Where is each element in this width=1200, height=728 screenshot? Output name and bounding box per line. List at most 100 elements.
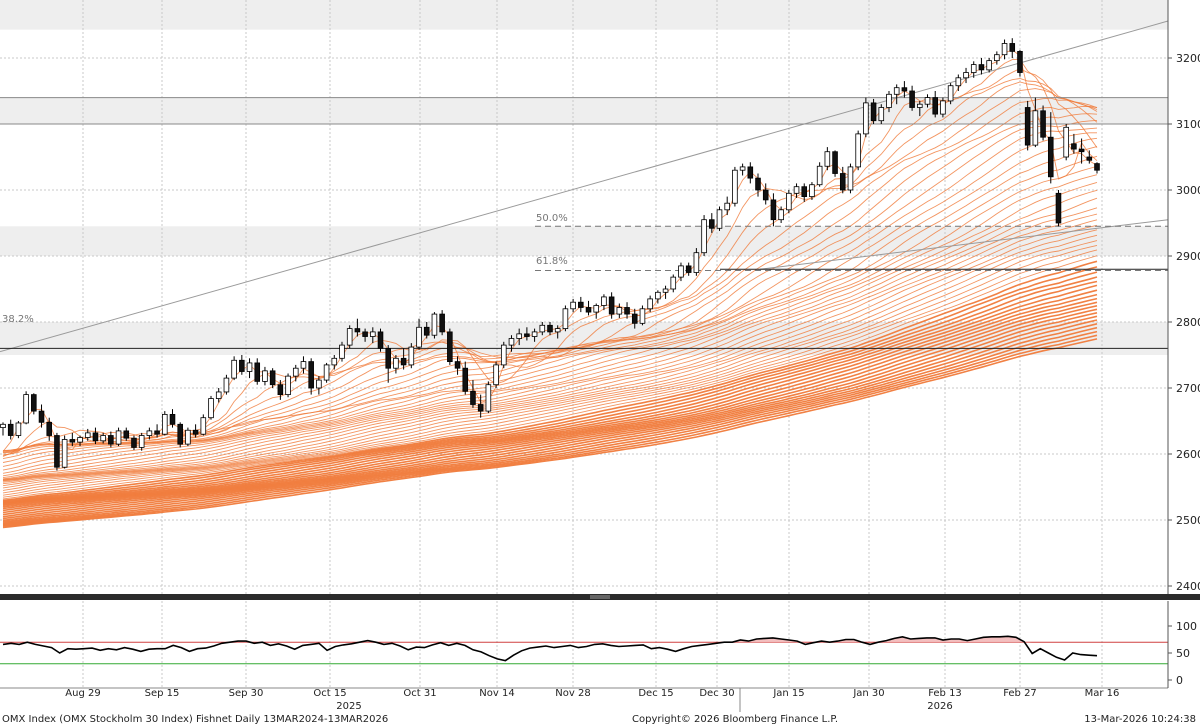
candle-body (208, 398, 214, 419)
candle (1017, 50, 1023, 77)
candle (138, 432, 145, 451)
candle-body (154, 430, 160, 435)
date-label: Jan 15 (772, 688, 804, 699)
candle (115, 427, 122, 447)
candle (192, 424, 199, 438)
candle-body (477, 404, 484, 412)
candle-body (254, 362, 261, 382)
candle (177, 422, 183, 448)
candle-body (739, 166, 746, 171)
candle (262, 366, 268, 386)
candle-body (616, 307, 623, 315)
candle-body (554, 328, 561, 333)
candle (1094, 162, 1100, 174)
date-label: Jan 30 (852, 688, 884, 699)
candle (84, 428, 91, 441)
candle-body (231, 359, 237, 379)
candle-body (1047, 136, 1054, 178)
candle-body (377, 331, 384, 349)
candle-body (893, 87, 900, 95)
moving-average-line (2, 301, 1098, 514)
candle-body (724, 202, 730, 211)
candle (470, 380, 476, 408)
candle-body (31, 394, 37, 412)
price-tick-label: 3100 (1176, 118, 1200, 131)
candle-body (809, 184, 815, 198)
candle-body (955, 77, 962, 87)
candle-body (970, 64, 977, 73)
candle-body (447, 331, 453, 362)
candle-body (539, 324, 546, 333)
candle-body (1001, 43, 1008, 56)
candle-body (138, 435, 145, 448)
panel-divider[interactable] (0, 594, 1200, 600)
candle (31, 393, 37, 415)
moving-average-line (2, 260, 1098, 502)
divider-grip (590, 595, 610, 599)
candle (308, 358, 314, 395)
candle-body (408, 346, 415, 366)
candle-body (223, 377, 230, 393)
candle (994, 51, 1000, 65)
candle (786, 190, 792, 214)
candle-body (1086, 156, 1093, 161)
moving-average-line (2, 297, 1098, 512)
footer-instrument: OMX Index (OMX Stockholm 30 Index) Fishn… (2, 714, 389, 725)
candle-body (346, 328, 353, 346)
candle (185, 427, 191, 447)
candle (54, 432, 60, 471)
candle (131, 435, 137, 451)
moving-average-line (2, 174, 1098, 480)
candle-body (23, 394, 29, 424)
footer-copyright: Copyright© 2026 Bloomberg Finance L.P. (632, 714, 839, 725)
candle (485, 381, 492, 414)
candle-body (670, 276, 677, 290)
rsi-overbought-fill (3, 636, 1097, 643)
candle (1063, 124, 1069, 161)
candle (732, 166, 738, 207)
candle-body (61, 439, 68, 468)
candle-body (701, 219, 707, 254)
candle (947, 83, 954, 105)
candle (46, 417, 53, 441)
candle-body (562, 308, 569, 329)
candle (123, 427, 130, 441)
candle (709, 213, 715, 233)
candle (1055, 190, 1062, 227)
candle (38, 404, 45, 428)
rsi-panel: 0 50 100 (0, 601, 1197, 689)
price-tick-label: 2700 (1176, 382, 1200, 395)
date-label: Oct 15 (313, 688, 346, 699)
candle (100, 432, 106, 444)
candle-body (1055, 192, 1062, 224)
candle (339, 341, 345, 362)
candle (300, 356, 307, 374)
candle-body (678, 265, 684, 278)
candle-body (524, 333, 530, 337)
candle (454, 356, 461, 375)
candle-body (832, 151, 838, 174)
candle-body (169, 413, 176, 425)
date-label: Sep 15 (145, 688, 180, 699)
candle (346, 325, 353, 349)
candle-body (639, 308, 646, 324)
candle-body (1078, 148, 1085, 153)
date-label: Feb 13 (928, 688, 962, 699)
candle-body (500, 344, 507, 366)
moving-average-line (2, 330, 1098, 526)
candle-body (547, 324, 553, 333)
candle (400, 348, 407, 370)
candle-body (578, 301, 584, 308)
moving-average-line (2, 219, 1098, 485)
candle (570, 298, 576, 313)
candle-body (570, 301, 576, 310)
candle-body (269, 370, 276, 386)
candle (15, 421, 22, 439)
moving-average-line (2, 229, 1098, 489)
candle-body (631, 313, 638, 324)
candle-body (300, 361, 307, 369)
candle (215, 388, 222, 403)
rsi-line (2, 635, 1098, 662)
candle-body (92, 432, 99, 442)
candle-body (1024, 107, 1031, 146)
